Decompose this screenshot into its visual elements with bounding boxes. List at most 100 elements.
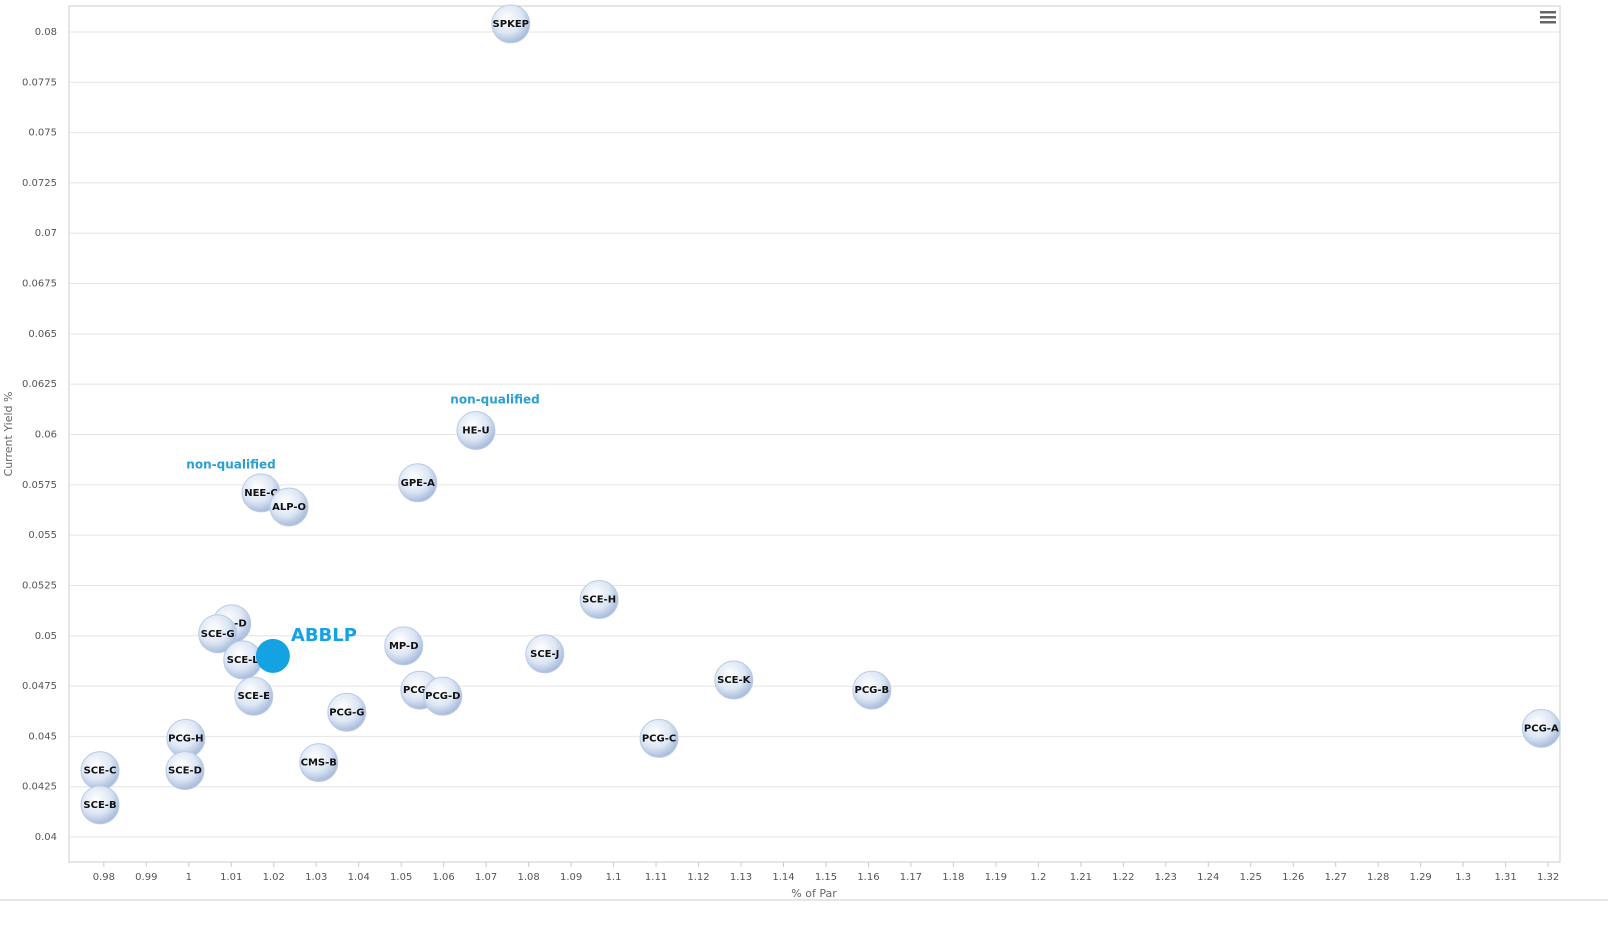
x-tick-label: 1.22 [1112,872,1134,883]
highlight-point [255,638,290,673]
point-label: PCG-B [855,685,890,696]
bubble [852,670,892,710]
x-tick-label: 1.23 [1155,872,1177,883]
bubble [714,660,754,700]
x-tick-label: 1.11 [645,872,667,883]
x-tick-label: 1.02 [263,872,285,883]
bubble [579,580,619,620]
bubble [299,743,339,783]
point-label: SCE-B [83,800,116,811]
bubble [80,785,120,825]
bubble [1521,708,1561,748]
bubble [423,676,463,716]
bubble [198,614,238,654]
point-label: PCG-D [425,691,460,702]
x-tick-label: 1.26 [1282,872,1304,883]
x-tick-label: 1.18 [942,872,964,883]
x-tick-label: 1.03 [305,872,327,883]
y-tick-label: 0.05 [35,631,57,642]
x-tick-label: 1.24 [1197,872,1219,883]
y-tick-label: 0.0575 [22,480,57,491]
x-tick-label: 1.08 [517,872,539,883]
point-label: GPE-A [401,478,436,489]
y-tick-label: 0.0625 [22,379,57,390]
bubble [456,410,496,450]
bubble [384,626,424,666]
y-tick-label: 0.0475 [22,681,57,692]
point-label: MP-D [389,641,419,652]
x-tick-label: 1.16 [857,872,879,883]
x-tick-label: 1.17 [900,872,922,883]
x-tick-label: 0.98 [93,872,115,883]
y-tick-label: 0.0425 [22,782,57,793]
y-tick-label: 0.065 [28,329,57,340]
x-tick-label: 1.31 [1494,872,1516,883]
annotation: non-qualified [186,458,275,472]
bubble [491,4,531,44]
highlight-label: ABBLP [291,625,357,646]
x-tick-label: 1.19 [985,872,1007,883]
x-tick-label: 1.05 [390,872,412,883]
menu-icon[interactable] [1540,11,1556,24]
y-tick-label: 0.04 [35,832,57,843]
point-label: SCE-D [168,766,202,777]
x-tick-label: 1.15 [815,872,837,883]
point-label: SCE-H [582,595,616,606]
x-tick-label: 1.13 [730,872,752,883]
x-tick-label: 1.1 [606,872,622,883]
point-label: SCE-C [84,766,117,777]
x-tick-label: 1.01 [220,872,242,883]
point-label: SCE-G [201,629,235,640]
x-tick-label: 1.2 [1030,872,1046,883]
point-label: SCE-L [227,655,260,666]
annotation: non-qualified [450,393,539,407]
y-tick-label: 0.07 [35,228,57,239]
x-tick-label: 1.14 [772,872,794,883]
y-tick-label: 0.0775 [22,77,57,88]
y-tick-label: 0.055 [28,530,57,541]
x-tick-label: 1.27 [1325,872,1347,883]
point-label: PCG-G [329,707,364,718]
x-tick-label: 0.99 [135,872,157,883]
y-tick-label: 0.0675 [22,279,57,290]
x-tick-label: 1.21 [1070,872,1092,883]
y-tick-label: 0.075 [28,128,57,139]
bubble [525,634,565,674]
y-tick-label: 0.08 [35,27,57,38]
point-label: CMS-B [301,758,337,769]
plot-area [68,5,1561,863]
x-tick-label: 1.29 [1410,872,1432,883]
y-tick-label: 0.0525 [22,580,57,591]
bubble [398,463,438,503]
x-tick-label: 1.25 [1240,872,1262,883]
y-tick-label: 0.045 [28,731,57,742]
point-label: SCE-J [530,649,559,660]
point-label: HE-U [462,425,489,436]
point-label: SPKEP [493,19,529,30]
bubble [269,487,309,527]
point-label: SCE-K [717,675,752,686]
point-label: SCE-E [238,691,271,702]
x-tick-label: 1.28 [1367,872,1389,883]
x-tick-label: 1.09 [560,872,582,883]
bubble [639,718,679,758]
bubble [234,676,274,716]
x-tick-label: 1 [186,872,192,883]
x-axis-label: % of Par [791,887,837,900]
x-tick-label: 1.04 [348,872,370,883]
x-tick-label: 1.07 [475,872,497,883]
bubble [165,751,205,791]
point-label: PCG-A [1524,723,1559,734]
y-tick-label: 0.06 [35,430,57,441]
point-label: ALP-O [272,502,306,513]
x-tick-label: 1.12 [687,872,709,883]
x-tick-label: 1.06 [433,872,455,883]
point-label: PCG-H [168,733,203,744]
x-tick-label: 1.32 [1537,872,1559,883]
point-label: NEE-C [244,488,278,499]
point-label: PCG-C [642,733,676,744]
y-axis-label: Current Yield % [2,392,15,477]
point-label: PCG-E [403,685,437,696]
x-tick-label: 1.3 [1455,872,1471,883]
